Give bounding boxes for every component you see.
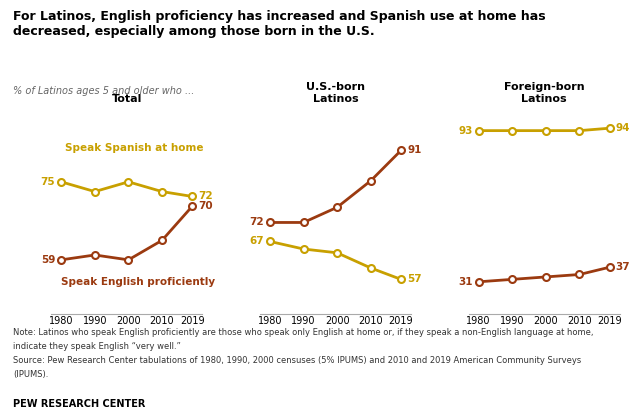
Title: U.S.-born
Latinos: U.S.-born Latinos <box>306 82 365 104</box>
Text: Speak Spanish at home: Speak Spanish at home <box>65 143 203 153</box>
Text: (IPUMS).: (IPUMS). <box>13 370 48 379</box>
Title: Total: Total <box>112 94 142 104</box>
Text: 70: 70 <box>198 201 213 211</box>
Text: 94: 94 <box>616 123 630 133</box>
Text: For Latinos, English proficiency has increased and Spanish use at home has
decre: For Latinos, English proficiency has inc… <box>13 10 546 38</box>
Text: 67: 67 <box>249 237 264 247</box>
Text: 57: 57 <box>407 274 422 284</box>
Text: 59: 59 <box>41 255 55 265</box>
Title: Foreign-born
Latinos: Foreign-born Latinos <box>504 82 585 104</box>
Text: Note: Latinos who speak English proficiently are those who speak only English at: Note: Latinos who speak English proficie… <box>13 328 593 337</box>
Text: indicate they speak English “very well.”: indicate they speak English “very well.” <box>13 342 181 351</box>
Text: 31: 31 <box>458 277 473 287</box>
Text: 72: 72 <box>249 217 264 227</box>
Text: 72: 72 <box>198 191 213 201</box>
Text: 37: 37 <box>616 262 631 272</box>
Text: 93: 93 <box>458 126 473 135</box>
Text: % of Latinos ages 5 and older who ...: % of Latinos ages 5 and older who ... <box>13 86 194 96</box>
Text: PEW RESEARCH CENTER: PEW RESEARCH CENTER <box>13 399 145 409</box>
Text: 75: 75 <box>40 177 55 187</box>
Text: Speak English proficiently: Speak English proficiently <box>61 277 215 287</box>
Text: 91: 91 <box>407 145 422 155</box>
Text: Source: Pew Research Center tabulations of 1980, 1990, 2000 censuses (5% IPUMS) : Source: Pew Research Center tabulations … <box>13 356 581 365</box>
